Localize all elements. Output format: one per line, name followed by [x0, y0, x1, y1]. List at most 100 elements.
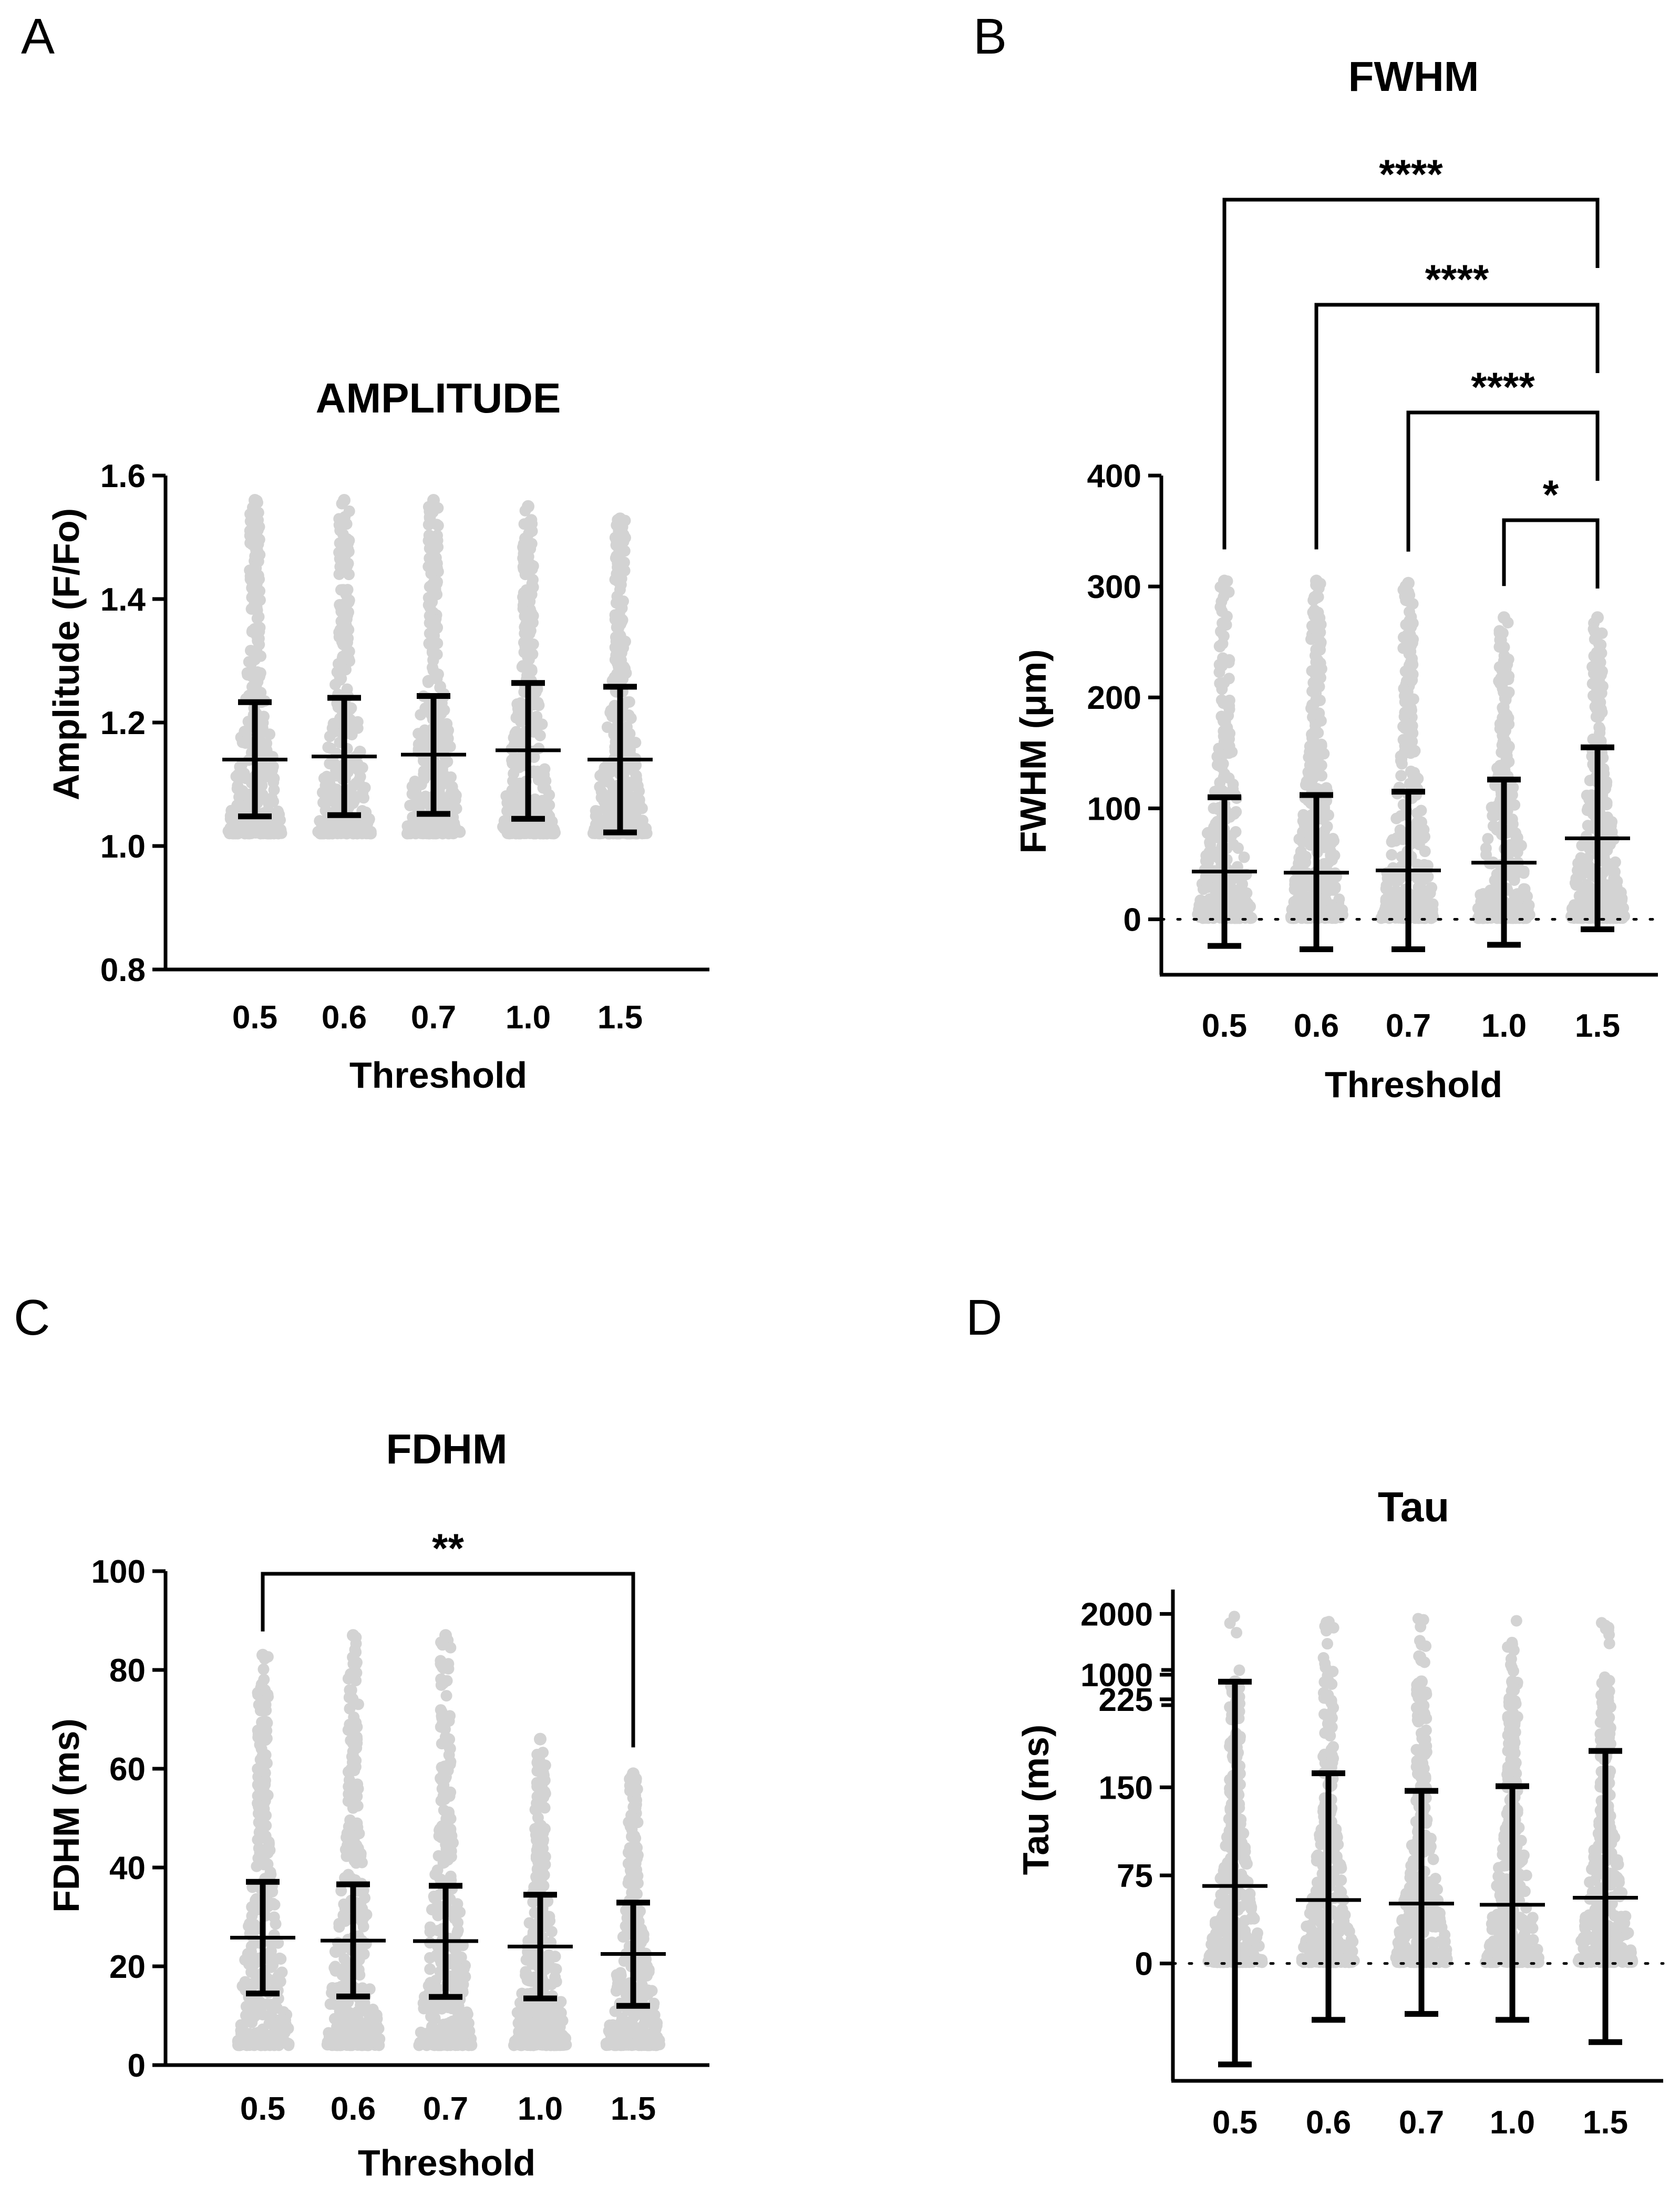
data-dot [255, 769, 267, 781]
data-dot [651, 2019, 663, 2031]
data-dot [352, 826, 364, 838]
data-dot [445, 1851, 457, 1863]
data-dot [434, 1823, 446, 1835]
data-dot [1404, 673, 1416, 685]
data-dot [537, 1747, 549, 1759]
panel-letter-c: C [14, 1289, 50, 1346]
data-dot [249, 1919, 261, 1931]
data-dot [1307, 748, 1319, 760]
data-dot [624, 728, 636, 740]
data-dot [411, 827, 423, 839]
data-dot [335, 624, 347, 636]
data-dot [1327, 882, 1339, 894]
data-dot [1211, 759, 1223, 771]
x-tick-label: 1.5 [611, 2091, 656, 2127]
data-dot [423, 675, 435, 687]
data-dot [425, 637, 437, 649]
data-dot [457, 2010, 469, 2022]
data-dot [445, 787, 457, 799]
x-tick-label: 1.5 [597, 999, 643, 1036]
data-dot [594, 770, 606, 782]
data-dot [328, 1998, 340, 2010]
data-dot [424, 1952, 436, 1964]
data-dot [356, 1903, 368, 1915]
data-dot [260, 1820, 272, 1832]
data-dot [334, 554, 346, 566]
data-dot [1602, 817, 1614, 829]
y-tick-label: 300 [1087, 569, 1141, 605]
data-dot [1508, 889, 1520, 901]
data-dot [611, 591, 623, 603]
data-dot [264, 1998, 276, 2010]
data-dot [1223, 742, 1235, 754]
data-dot [1214, 601, 1226, 613]
data-dot-max [427, 494, 440, 507]
data-dot [527, 2036, 539, 2048]
data-dot [502, 815, 514, 827]
data-dot [322, 796, 334, 808]
data-dot [1503, 670, 1515, 682]
data-dot [529, 793, 541, 806]
data-dot [1612, 897, 1624, 909]
data-dot [252, 1689, 264, 1701]
data-dot [641, 827, 653, 839]
significance-label: **** [1379, 151, 1443, 197]
data-dot [341, 683, 353, 695]
data-dot [257, 1663, 270, 1675]
data-dot [614, 634, 626, 646]
data-dot [1306, 728, 1318, 740]
data-dot-max [1218, 574, 1231, 587]
data-dot [514, 715, 527, 727]
data-dot [255, 781, 267, 793]
data-dot [543, 1949, 555, 1961]
data-dot [1497, 683, 1509, 695]
data-dot [435, 1655, 447, 1667]
data-dot [1406, 656, 1418, 668]
data-dot [440, 1690, 452, 1702]
data-dot [615, 2038, 627, 2050]
data-dot [342, 1766, 354, 1778]
data-dot [458, 1963, 470, 1975]
data-dot [332, 658, 344, 670]
data-dot [314, 815, 326, 827]
x-tick-label: 0.5 [232, 999, 277, 1036]
x-ticks-c: 0.5 0.6 0.7 1.0 1.5 [240, 2091, 656, 2127]
data-dot [550, 2037, 562, 2049]
y-tick-label: 400 [1087, 458, 1141, 494]
data-dot [343, 596, 355, 608]
data-dot [1582, 820, 1594, 832]
x-tick-label: 1.0 [506, 999, 551, 1036]
data-dots-c [232, 1629, 666, 2051]
data-dot [442, 1834, 454, 1846]
data-dot [1596, 706, 1608, 718]
x-tick-label: 1.0 [518, 2091, 563, 2127]
data-dot [424, 610, 436, 622]
data-dot [599, 801, 611, 813]
data-dot [1215, 626, 1227, 638]
data-dot [1216, 679, 1228, 692]
data-dot [1396, 754, 1408, 766]
data-dot [518, 637, 530, 649]
data-dot [1211, 893, 1223, 905]
data-dot [347, 1651, 359, 1663]
data-dot [1318, 858, 1330, 870]
data-dot [259, 1716, 271, 1728]
data-dot [351, 1721, 363, 1733]
data-dot [253, 611, 265, 623]
data-dot [534, 1842, 546, 1854]
data-dot [624, 1785, 636, 1797]
data-dot [1472, 902, 1484, 914]
data-dot [1380, 905, 1392, 917]
data-dot [243, 656, 255, 668]
data-dot [533, 1876, 545, 1888]
data-dot [601, 2038, 613, 2050]
data-dot [517, 660, 529, 672]
significance-label: **** [1425, 256, 1489, 302]
data-dot [426, 662, 438, 674]
data-dot [1321, 820, 1333, 832]
x-tick-label: 0.6 [1294, 1008, 1339, 1044]
data-dot [438, 1779, 450, 1791]
data-dot [1395, 770, 1407, 782]
data-dot [535, 1862, 547, 1874]
